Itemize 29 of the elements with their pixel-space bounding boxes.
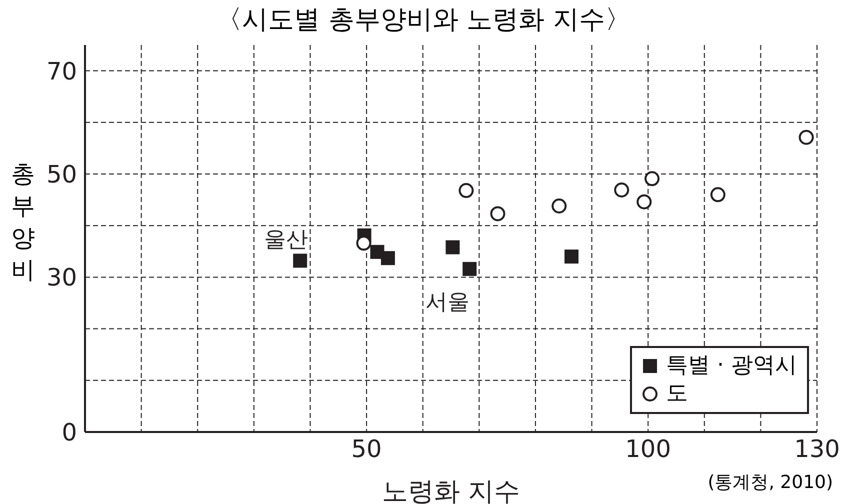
legend-label: 도	[666, 380, 688, 408]
x-tick-label: 130	[794, 435, 840, 464]
y-tick-label: 70	[46, 57, 77, 86]
y-tick-label: 50	[46, 160, 77, 189]
annotation: 서울	[426, 290, 470, 315]
point	[614, 182, 630, 198]
point	[564, 250, 578, 264]
x-axis-title: 노령화 지수	[382, 477, 520, 504]
x-tick-label: 100	[625, 435, 671, 464]
point	[798, 130, 814, 145]
point	[490, 206, 506, 222]
point	[356, 236, 372, 251]
point	[636, 194, 652, 210]
y-tick-label: 30	[46, 264, 77, 292]
point	[380, 251, 395, 266]
point	[446, 240, 460, 254]
text: (통계청, 2010)	[708, 471, 833, 494]
legend-label: 특별 · 광역시	[666, 352, 797, 380]
chart-title: 〈시도별 총부양비와 노령화 지수〉	[215, 4, 632, 37]
point	[710, 187, 726, 202]
point	[458, 183, 474, 198]
point	[293, 254, 308, 268]
point	[552, 198, 567, 214]
x-tick-label: 50	[351, 435, 382, 464]
y-axis-title: 총부양비	[10, 159, 36, 286]
annotation: 울산	[264, 228, 308, 253]
point	[462, 262, 477, 276]
y-tick-label: 0	[62, 418, 77, 447]
point	[644, 171, 660, 186]
